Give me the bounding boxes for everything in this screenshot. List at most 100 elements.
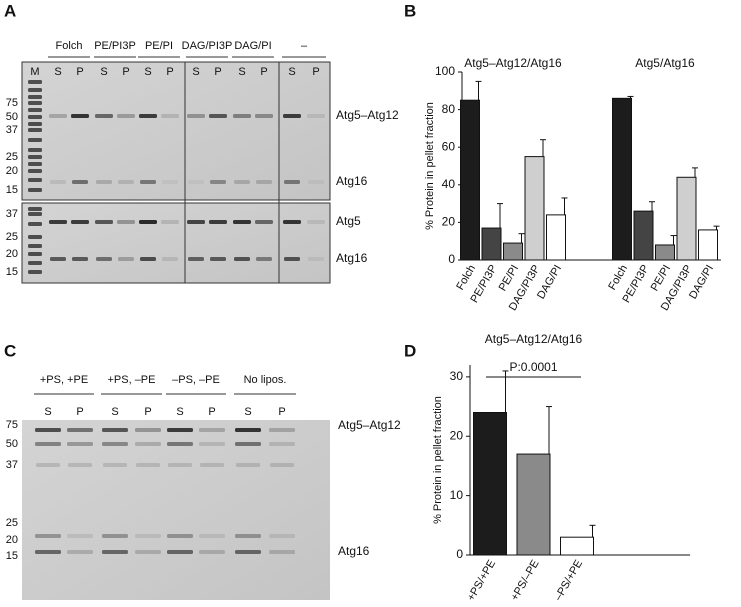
- mw-marker: 20: [6, 248, 18, 260]
- group-title: Atg5/Atg16: [635, 56, 695, 70]
- gel-band: [28, 162, 42, 166]
- gel-band: [71, 114, 89, 118]
- gel-band: [209, 114, 227, 118]
- gel-band: [28, 148, 42, 152]
- lane-label: M: [30, 66, 39, 78]
- chart-title: Atg5–Atg12/Atg16: [485, 332, 583, 346]
- gel-band: [28, 169, 42, 173]
- gel-band: [117, 220, 135, 224]
- panel-label: A: [4, 1, 16, 20]
- gel-band: [28, 95, 42, 99]
- gel-band: [161, 220, 179, 224]
- y-tick-label: 80: [442, 102, 456, 116]
- condition-label: +PS, –PE: [107, 374, 155, 386]
- gel-band: [28, 207, 42, 211]
- gel-band: [49, 114, 67, 118]
- gel-band: [199, 428, 225, 432]
- x-tick-label: +PS/–PE: [509, 558, 542, 603]
- gel-band: [269, 428, 295, 432]
- bar: [698, 229, 718, 261]
- mw-marker: 75: [6, 97, 18, 109]
- band-label: Atg16: [338, 544, 370, 558]
- gel-band: [283, 220, 301, 224]
- bar: [503, 242, 523, 261]
- gel-band: [28, 244, 42, 248]
- gel-band: [255, 220, 273, 224]
- gel-c: [22, 420, 330, 600]
- gel-band: [28, 261, 42, 265]
- mw-marker: 50: [6, 111, 18, 123]
- gel-band: [35, 534, 61, 538]
- x-tick-label: –PS/+PE: [552, 558, 585, 603]
- gel-band: [67, 442, 93, 446]
- gel-band: [283, 114, 301, 118]
- mw-marker: 50: [6, 438, 18, 450]
- lane-label: S: [288, 66, 295, 78]
- band-label: Atg5–Atg12: [336, 108, 399, 122]
- bar: [481, 227, 502, 261]
- lane-label: S: [54, 66, 61, 78]
- gel-band: [269, 550, 295, 554]
- x-tick-label: +PS/+PE: [465, 558, 498, 603]
- lane-label: P: [278, 406, 285, 418]
- bar: [676, 176, 697, 261]
- bar: [460, 99, 480, 261]
- gel-band: [209, 220, 227, 224]
- gel-band: [235, 428, 261, 432]
- mw-marker: 37: [6, 208, 18, 220]
- gel-band: [284, 180, 300, 184]
- gel-band: [235, 534, 261, 538]
- lane-label: S: [192, 66, 199, 78]
- gel-band: [102, 428, 128, 432]
- mw-marker: 75: [6, 419, 18, 431]
- gel-band: [68, 463, 92, 467]
- lane-label: P: [260, 66, 267, 78]
- gel-band: [28, 101, 42, 105]
- gel-band: [95, 220, 113, 224]
- lane-label: P: [76, 66, 83, 78]
- mw-marker: 37: [6, 124, 18, 136]
- gel-band: [28, 115, 42, 119]
- gel-band: [103, 463, 127, 467]
- gel-band: [168, 463, 192, 467]
- gel-band: [28, 188, 42, 192]
- gel-band: [162, 180, 178, 184]
- panel-label: B: [404, 1, 416, 20]
- gel-band: [28, 252, 42, 256]
- gel-band: [188, 180, 204, 184]
- gel-band: [234, 257, 250, 261]
- lane-label: P: [144, 406, 151, 418]
- gel-band: [167, 442, 193, 446]
- gel-band: [140, 180, 156, 184]
- gel-band: [118, 257, 134, 261]
- gel-band: [50, 180, 66, 184]
- y-tick-label: 20: [442, 215, 456, 229]
- bar: [560, 536, 594, 556]
- gel-band: [235, 442, 261, 446]
- mw-marker: 25: [6, 231, 18, 243]
- gel-band: [135, 550, 161, 554]
- group-title: Atg5–Atg12/Atg16: [464, 56, 562, 70]
- gel-band: [236, 463, 260, 467]
- gel-band: [255, 114, 273, 118]
- y-tick-label: 20: [450, 428, 464, 442]
- gel-band: [308, 180, 324, 184]
- gel-band: [234, 180, 250, 184]
- gel-band: [28, 108, 42, 112]
- gel-band: [140, 257, 156, 261]
- y-tick-label: 0: [456, 547, 463, 561]
- gel-band: [28, 178, 42, 182]
- mw-marker: 15: [6, 550, 18, 562]
- gel-band: [49, 220, 67, 224]
- gel-band: [71, 220, 89, 224]
- gel-band: [161, 114, 179, 118]
- condition-label: DAG/PI: [234, 40, 271, 52]
- lane-label: S: [44, 406, 51, 418]
- gel-band: [256, 257, 272, 261]
- gel-band: [187, 114, 205, 118]
- condition-label: Folch: [56, 40, 83, 52]
- gel-band: [28, 270, 42, 274]
- lane-label: S: [144, 66, 151, 78]
- mw-marker: 25: [6, 517, 18, 529]
